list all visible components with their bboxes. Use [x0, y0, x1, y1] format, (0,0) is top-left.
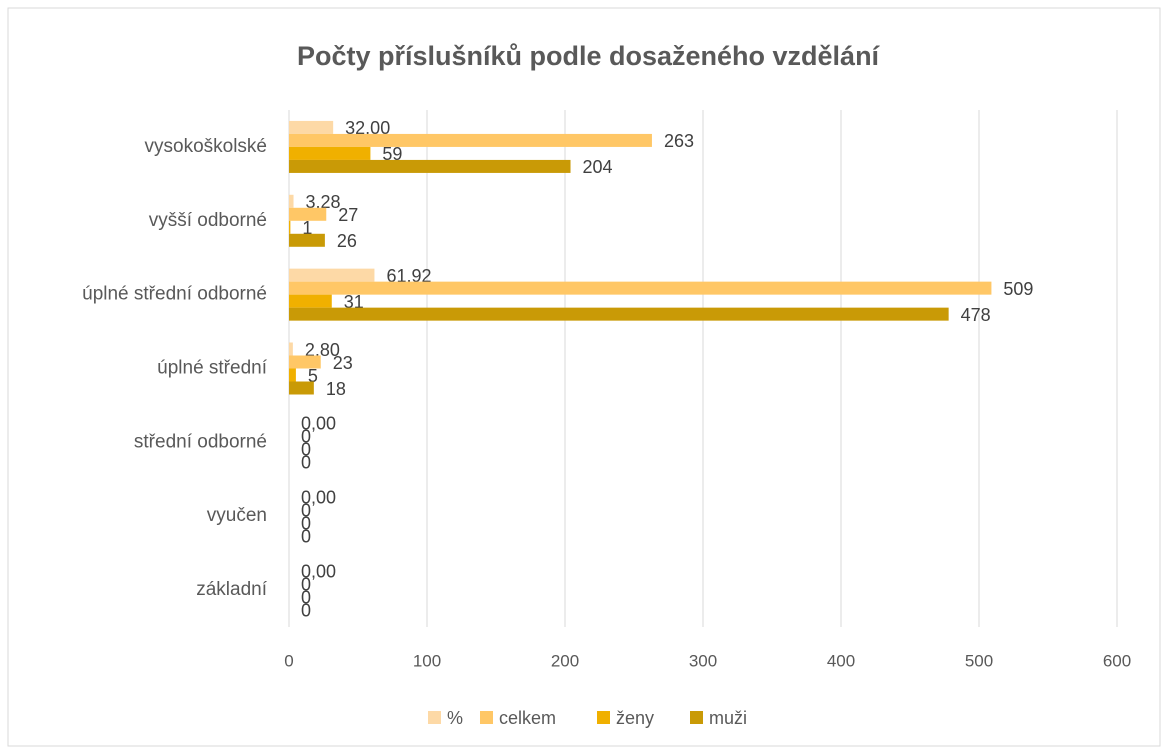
- data-label: 0: [301, 600, 311, 620]
- data-label: 0: [301, 440, 311, 460]
- y-tick-label: vysokoškolské: [145, 136, 268, 157]
- bar: [289, 159, 571, 173]
- legend-swatch: [428, 711, 441, 724]
- bar: [289, 368, 296, 382]
- data-label: 2,80: [305, 340, 340, 360]
- legend-swatch: [690, 711, 703, 724]
- legend-swatch: [480, 711, 493, 724]
- legend-label: ženy: [616, 708, 654, 728]
- data-label: 0: [301, 453, 311, 473]
- x-tick-label: 0: [284, 651, 293, 670]
- bar: [289, 268, 375, 282]
- data-label: 27: [338, 205, 358, 225]
- x-tick-label: 300: [689, 651, 717, 670]
- bar: [289, 220, 291, 234]
- bar: [289, 342, 293, 356]
- data-label: 0: [301, 500, 311, 520]
- y-tick-label: úplné střední odborné: [82, 284, 267, 305]
- data-label: 61,92: [386, 266, 431, 286]
- data-label: 0,00: [301, 561, 336, 581]
- x-tick-label: 200: [551, 651, 579, 670]
- legend-swatch: [597, 711, 610, 724]
- y-tick-label: vyšší odborné: [149, 210, 267, 231]
- data-label: 204: [583, 157, 613, 177]
- legend-label: %: [447, 708, 463, 728]
- bar: [289, 207, 327, 221]
- data-label: 23: [333, 353, 353, 373]
- data-label: 32,00: [345, 118, 390, 138]
- y-tick-label: základní: [196, 579, 267, 600]
- y-tick-label: úplné střední: [157, 358, 268, 379]
- x-tick-label: 500: [965, 651, 993, 670]
- bar: [289, 381, 314, 395]
- data-label: 59: [382, 144, 402, 164]
- data-label: 0: [301, 587, 311, 607]
- chart-frame: [7, 7, 1161, 747]
- bar: [289, 120, 334, 134]
- bar: [289, 133, 652, 147]
- y-tick-label: střední odborné: [134, 431, 267, 452]
- x-tick-label: 400: [827, 651, 855, 670]
- data-label: 478: [961, 305, 991, 325]
- data-label: 0: [301, 526, 311, 546]
- data-label: 26: [337, 231, 357, 251]
- data-label: 0: [301, 574, 311, 594]
- x-tick-label: 100: [413, 651, 441, 670]
- bar: [289, 307, 949, 321]
- bar: [289, 294, 332, 308]
- legend-label: celkem: [499, 708, 556, 728]
- bar: [289, 355, 321, 369]
- data-label: 1: [302, 218, 312, 238]
- bar: [289, 281, 992, 295]
- x-tick-label: 600: [1103, 651, 1131, 670]
- data-label: 263: [664, 131, 694, 151]
- data-label: 0,00: [301, 414, 336, 434]
- data-label: 0,00: [301, 487, 336, 507]
- bar: [289, 194, 294, 208]
- y-tick-label: vyučen: [207, 505, 267, 526]
- legend-label: muži: [709, 708, 747, 728]
- data-label: 509: [1003, 279, 1033, 299]
- data-label: 0: [301, 513, 311, 533]
- data-label: 0: [301, 427, 311, 447]
- bar: [289, 146, 371, 160]
- data-label: 18: [326, 379, 346, 399]
- bar: [289, 233, 325, 247]
- data-label: 31: [344, 292, 364, 312]
- chart-title: Počty příslušníků podle dosaženého vzděl…: [297, 41, 881, 71]
- data-label: 3,28: [306, 192, 341, 212]
- data-label: 5: [308, 366, 318, 386]
